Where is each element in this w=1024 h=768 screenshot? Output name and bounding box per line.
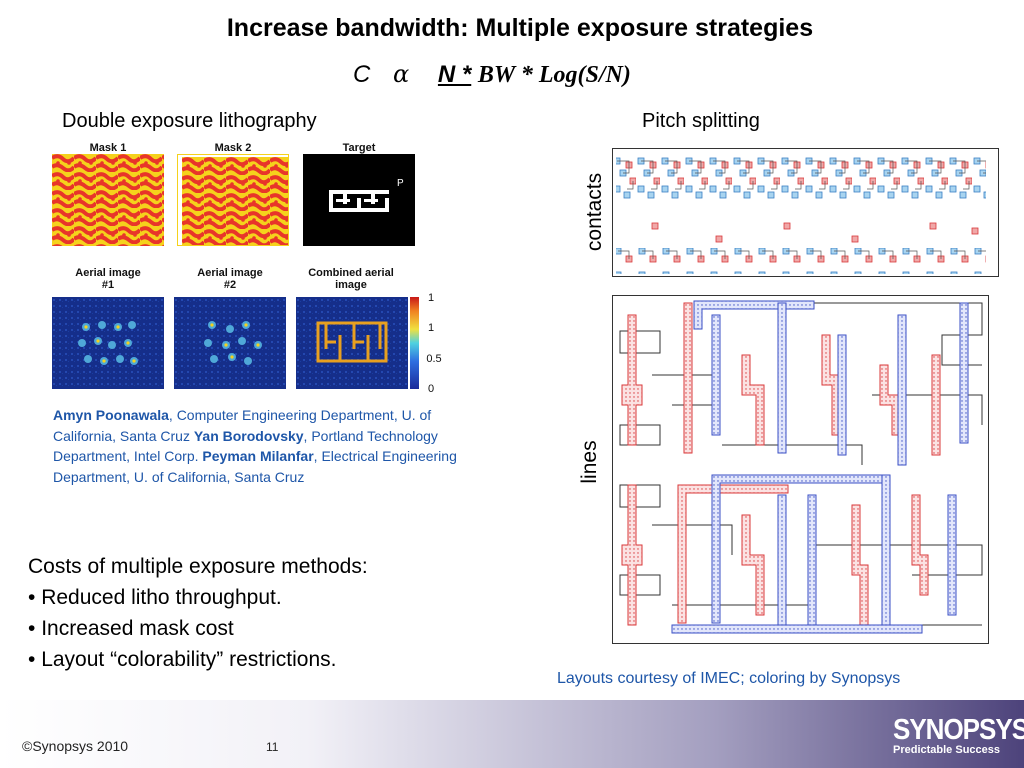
author3: Peyman Milanfar: [202, 448, 314, 464]
formula-n: N *: [437, 61, 472, 88]
cost-item: Layout “colorability” restrictions.: [28, 644, 368, 675]
colorbar-tick-1b: 1: [427, 322, 435, 334]
target-image: P: [303, 154, 415, 246]
double-exposure-heading: Double exposure lithography: [62, 110, 317, 132]
aerial1-label: Aerial image #1: [75, 267, 141, 291]
colorbar-tick-0: 0: [427, 383, 435, 395]
colorbar: [410, 297, 419, 389]
author2: Yan Borodovsky: [193, 427, 304, 444]
mask2-image: [177, 154, 289, 246]
author2-affiliation: , Portland Technology Department, Intel …: [53, 427, 438, 465]
bandwidth-formula: C α N * BW * Log(S/N): [353, 60, 631, 89]
target-label: Target: [342, 142, 376, 154]
author3-affiliation: , Electrical Engineering Department, U. …: [53, 448, 457, 485]
contacts-layout: [612, 148, 999, 277]
mask1-label: Mask 1: [89, 142, 127, 154]
contacts-label: contacts: [583, 172, 606, 252]
layout-courtesy-note: Layouts courtesy of IMEC; coloring by Sy…: [557, 670, 901, 687]
author-credit: Amyn Poonawala, Computer Engineering Dep…: [53, 405, 483, 487]
target-letter: P: [397, 178, 404, 189]
brand-tagline: Predictable Success: [893, 744, 1001, 756]
colorbar-tick-1a: 1: [427, 292, 435, 304]
author1: Amyn Poonawala: [53, 407, 169, 423]
synopsys-logo: SYNOPSYS: [893, 712, 1024, 746]
mask2-label: Mask 2: [214, 142, 252, 154]
combined-label: Combined aerial image: [308, 267, 394, 291]
lines-layout: [612, 295, 989, 644]
cost-item: Increased mask cost: [28, 613, 368, 644]
formula-alpha: α: [393, 60, 410, 88]
footer-bar: [0, 700, 1024, 768]
pitch-splitting-heading: Pitch splitting: [642, 110, 760, 132]
costs-list: Costs of multiple exposure methods: Redu…: [28, 551, 368, 675]
author1-affiliation: , Computer Engineering Department, U. of…: [53, 407, 432, 444]
combined-aerial-image: [296, 297, 408, 389]
cost-item: Reduced litho throughput.: [28, 582, 368, 613]
mask1-image: [52, 154, 164, 246]
aerial2-image: [174, 297, 286, 389]
lines-label: lines: [578, 440, 601, 484]
page-number: 11: [266, 740, 279, 754]
colorbar-tick-05: 0.5: [426, 353, 442, 365]
slide-title: Increase bandwidth: Multiple exposure st…: [226, 14, 814, 42]
formula-rest: BW * Log(S/N): [477, 62, 631, 88]
costs-heading: Costs of multiple exposure methods:: [28, 555, 368, 578]
copyright-text: ©Synopsys 2010: [22, 738, 129, 754]
formula-c: C: [353, 61, 371, 88]
aerial1-image: [52, 297, 164, 389]
aerial2-label: Aerial image #2: [197, 267, 263, 291]
